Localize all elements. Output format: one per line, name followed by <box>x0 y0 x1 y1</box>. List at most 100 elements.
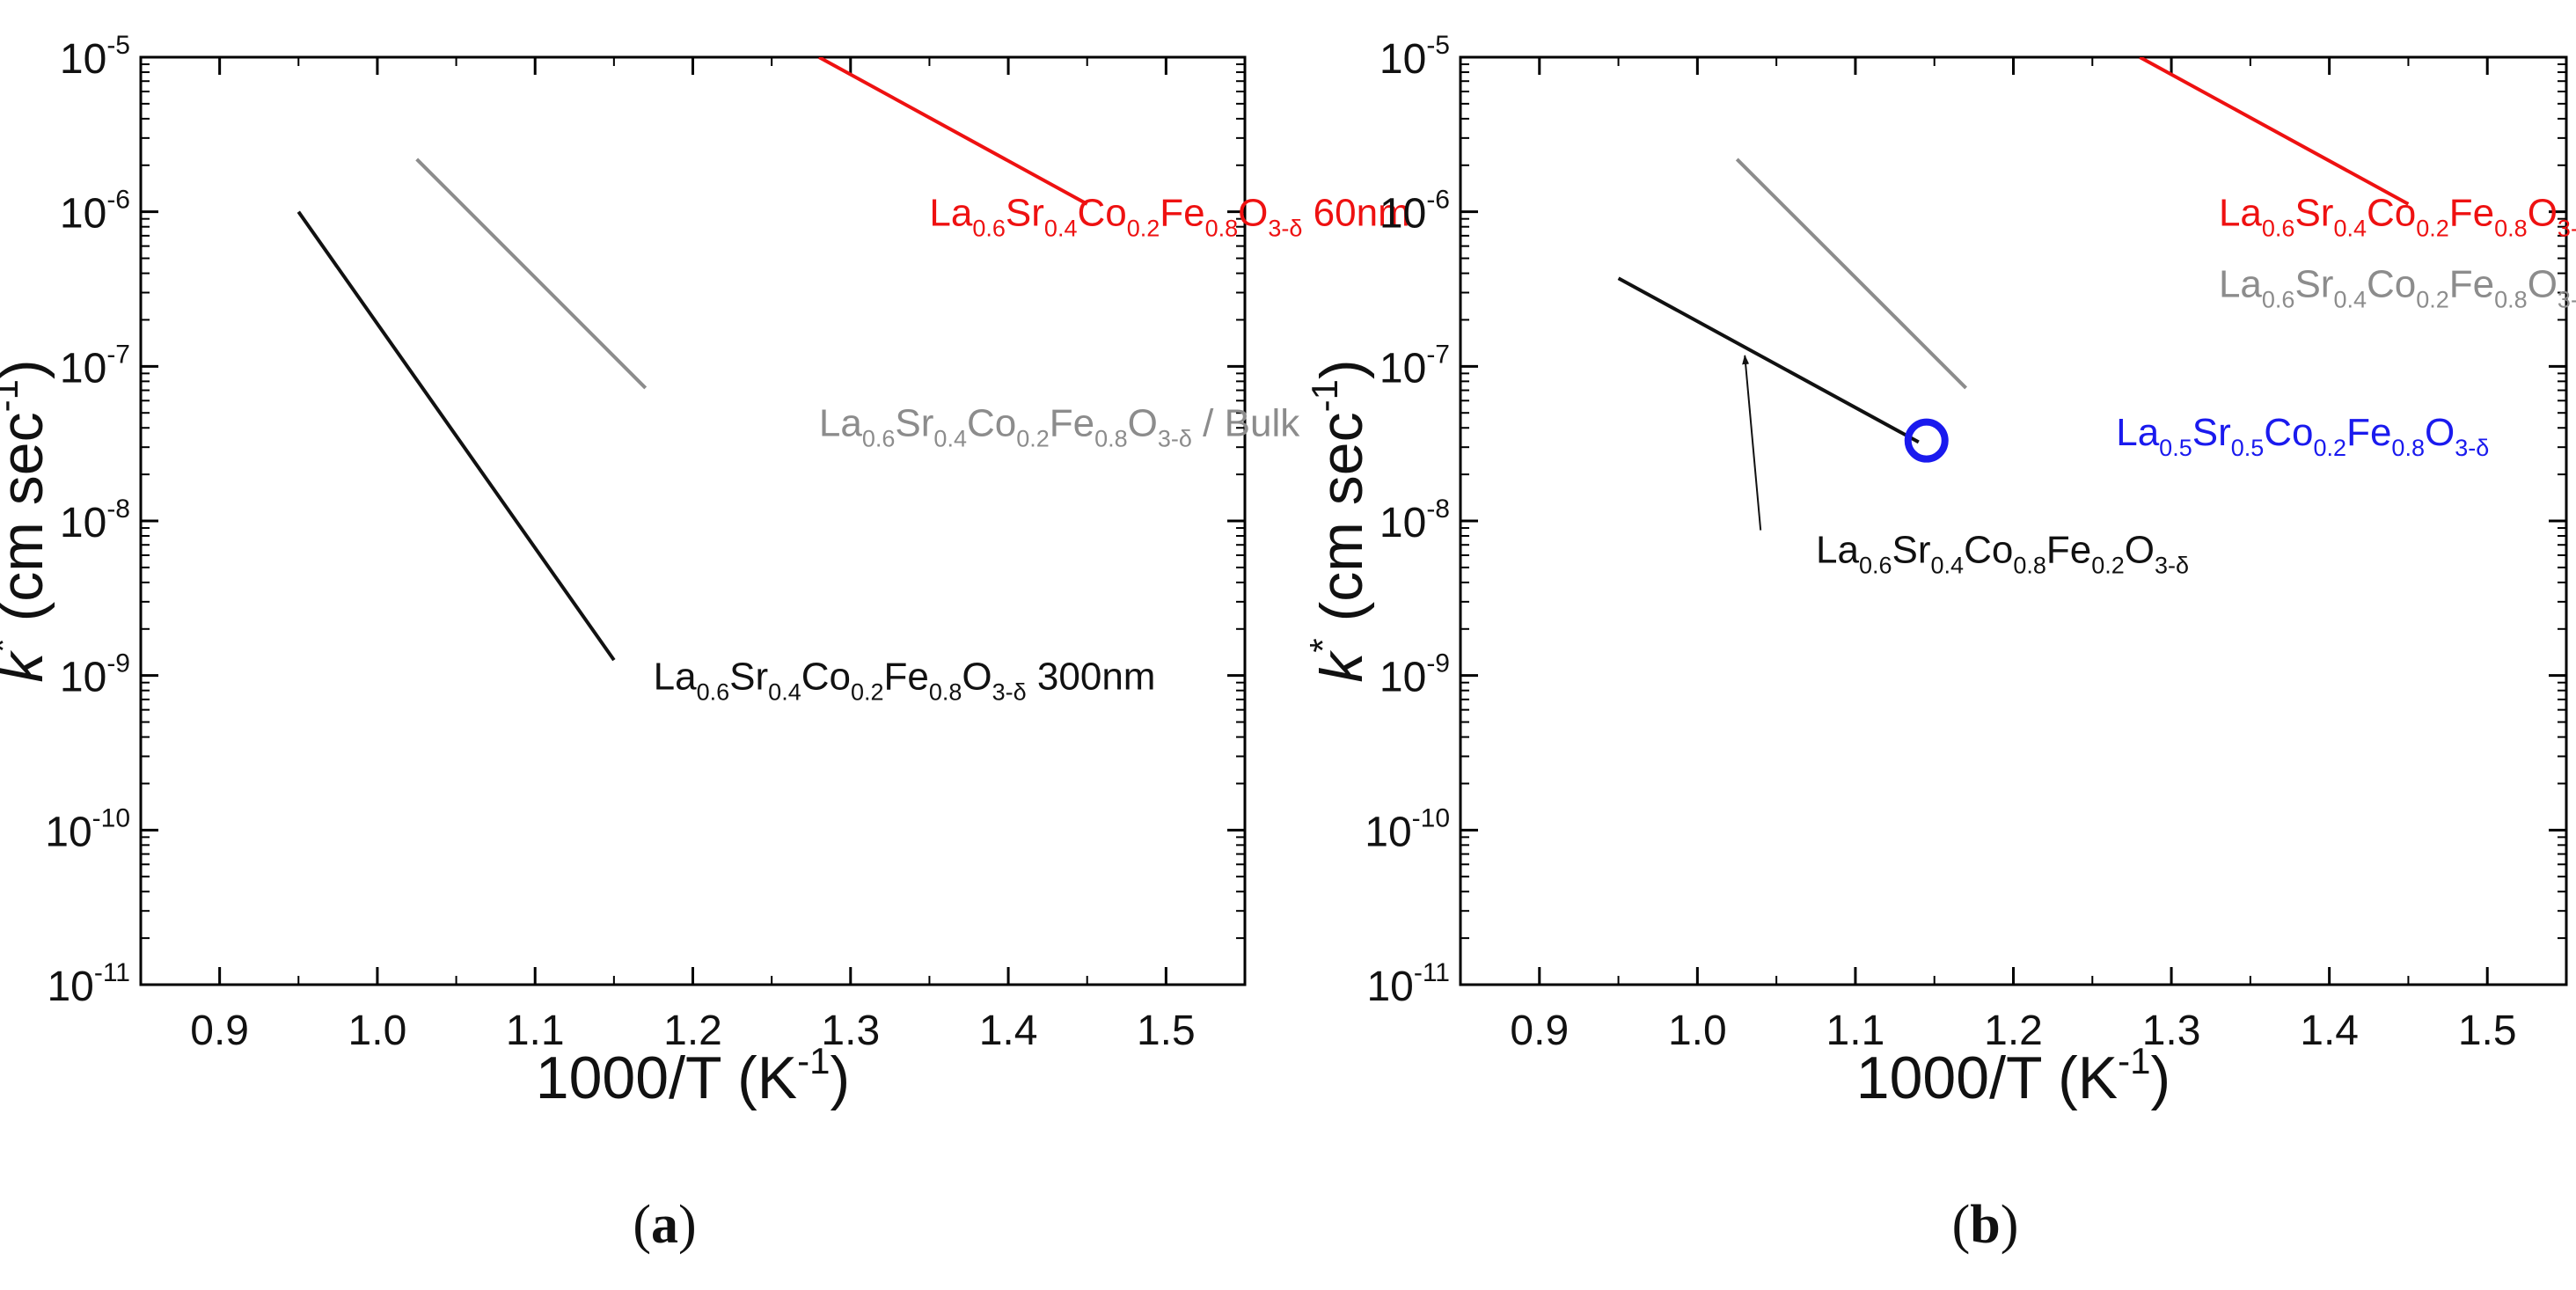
formula-subscript: 0.2 <box>1127 215 1160 241</box>
formula-text: Co <box>801 655 851 698</box>
formula-text: Fe <box>2449 262 2494 305</box>
y-tick-label: 10-5 <box>1379 31 1450 83</box>
y-tick-base: 10 <box>60 191 106 238</box>
formula-text: O <box>962 655 992 698</box>
formula-text: Sr <box>1892 528 1931 571</box>
x-tick-label: 1.2 <box>663 1008 722 1054</box>
caption-close-paren: ) <box>678 1195 697 1255</box>
y-axis-label: k* (cm sec-1) <box>0 359 55 682</box>
series-line-2 <box>1617 276 1920 444</box>
caption-letter: b <box>1970 1195 2000 1255</box>
x-axis-label: 1000/T (K-1) <box>1856 1040 2170 1111</box>
y-tick-exponent: -8 <box>106 495 130 524</box>
chart-panel-b: 0.9 1.0 1.1 1.2 1.3 1.4 1.510-510-610-710-810-… <box>1302 31 2576 1255</box>
panel-caption: (b) <box>1952 1195 2019 1255</box>
y-tick-exponent: -9 <box>106 649 130 678</box>
data-point-marker <box>1904 418 1949 463</box>
formula-text: Co <box>1964 528 2013 571</box>
y-axis-label-sup: -1 <box>1304 379 1345 412</box>
y-tick-base: 10 <box>1379 36 1426 83</box>
formula-subscript: 0.4 <box>933 425 967 451</box>
y-tick-exponent: -9 <box>1426 649 1450 678</box>
formula-text: Fe <box>2346 411 2391 454</box>
y-axis-label-k: k <box>1308 650 1375 683</box>
y-tick-base: 10 <box>45 809 91 855</box>
x-tick-label: 1.3 <box>821 1008 880 1054</box>
y-tick-label: 10-8 <box>60 495 130 546</box>
panel-caption: (a) <box>633 1195 696 1255</box>
series-label-1: La0.6Sr0.4Co0.2Fe0.8O3-δ / Bulk <box>2219 262 2576 312</box>
x-axis-label-sup: -1 <box>797 1040 830 1081</box>
y-tick-exponent: -5 <box>1426 31 1450 60</box>
y-tick-exponent: -6 <box>106 186 130 215</box>
marker-label-0: La0.5Sr0.5Co0.2Fe0.8O3-δ <box>2116 411 2489 461</box>
formula-text: O <box>1238 191 1268 234</box>
annotation-arrow <box>1742 355 1762 531</box>
y-tick-label: 10-9 <box>1379 649 1450 701</box>
x-axis-label-end: ) <box>831 1044 851 1111</box>
series-label-2: La0.6Sr0.4Co0.2Fe0.8O3-δ 300nm <box>654 655 1156 705</box>
x-tick-label: 1.1 <box>506 1008 565 1054</box>
series-label-1: La0.6Sr0.4Co0.2Fe0.8O3-δ / Bulk <box>819 401 1300 451</box>
caption-close-paren: ) <box>2001 1195 2019 1255</box>
formula-text: Co <box>2264 411 2313 454</box>
y-tick-label: 10-5 <box>60 31 130 83</box>
y-tick-base: 10 <box>1379 345 1426 392</box>
caption-letter: a <box>651 1195 678 1255</box>
y-tick-exponent: -10 <box>1412 803 1450 832</box>
y-tick-base: 10 <box>60 655 106 701</box>
y-axis-label-end: ) <box>1308 359 1375 379</box>
x-tick-label: 1.1 <box>1826 1008 1885 1054</box>
x-tick-label: 0.9 <box>1510 1008 1569 1054</box>
plot-area <box>296 57 1088 662</box>
y-tick-base: 10 <box>1379 500 1426 546</box>
formula-subscript: 0.6 <box>2262 215 2295 241</box>
formula-subscript: 3-δ <box>2558 286 2576 312</box>
x-tick-label: 1.2 <box>1984 1008 2043 1054</box>
formula-subscript: 3-δ <box>2558 215 2576 241</box>
formula-subscript: 0.8 <box>2494 215 2528 241</box>
formula-text: O <box>2528 262 2558 305</box>
formula-subscript: 3-δ <box>1268 215 1302 241</box>
y-tick-label: 10-6 <box>60 186 130 238</box>
formula-subscript: 0.4 <box>1931 552 1965 578</box>
y-tick-exponent: -8 <box>1426 495 1450 524</box>
formula-text: La <box>2219 191 2262 234</box>
series-line-1 <box>415 158 648 390</box>
y-axis-label-sup: -1 <box>0 379 26 412</box>
formula-subscript: 3-δ <box>992 678 1027 705</box>
formula-text: La <box>654 655 697 698</box>
y-axis-label-text: (cm sec <box>0 412 55 638</box>
formula-text: Sr <box>2294 191 2333 234</box>
y-tick-label: 10-8 <box>1379 495 1450 546</box>
x-tick-label: 0.9 <box>190 1008 249 1054</box>
y-tick-label: 10-7 <box>1379 340 1450 392</box>
x-axis-label-end: ) <box>2151 1044 2171 1111</box>
formula-subscript: 0.6 <box>1859 552 1892 578</box>
y-tick-base: 10 <box>47 964 93 1010</box>
formula-text: Sr <box>729 655 768 698</box>
y-tick-label: 10-6 <box>1379 186 1450 238</box>
formula-text: / Bulk <box>1192 401 1300 444</box>
formula-subscript: 0.5 <box>2159 435 2192 461</box>
x-tick-label: 1.0 <box>348 1008 407 1054</box>
x-tick-label: 1.0 <box>1668 1008 1727 1054</box>
formula-text: La <box>2116 411 2159 454</box>
y-tick-exponent: -10 <box>92 803 130 832</box>
caption-open-paren: ( <box>633 1195 651 1255</box>
y-tick-label: 10-9 <box>60 649 130 701</box>
formula-subscript: 0.6 <box>2262 286 2295 312</box>
formula-subscript: 0.4 <box>2333 286 2367 312</box>
formula-subscript: 0.8 <box>2391 435 2425 461</box>
formula-subscript: 0.8 <box>1205 215 1239 241</box>
formula-text: O <box>2528 191 2558 234</box>
formula-subscript: 3-δ <box>1158 425 1192 451</box>
y-tick-exponent: -7 <box>1426 340 1450 369</box>
formula-text: Co <box>2367 191 2416 234</box>
x-axis-label-sup: -1 <box>2118 1040 2150 1081</box>
formula-text: 60nm <box>1302 191 1409 234</box>
y-tick-exponent: -7 <box>106 340 130 369</box>
formula-subscript: 0.8 <box>1094 425 1128 451</box>
formula-text: Fe <box>1160 191 1204 234</box>
